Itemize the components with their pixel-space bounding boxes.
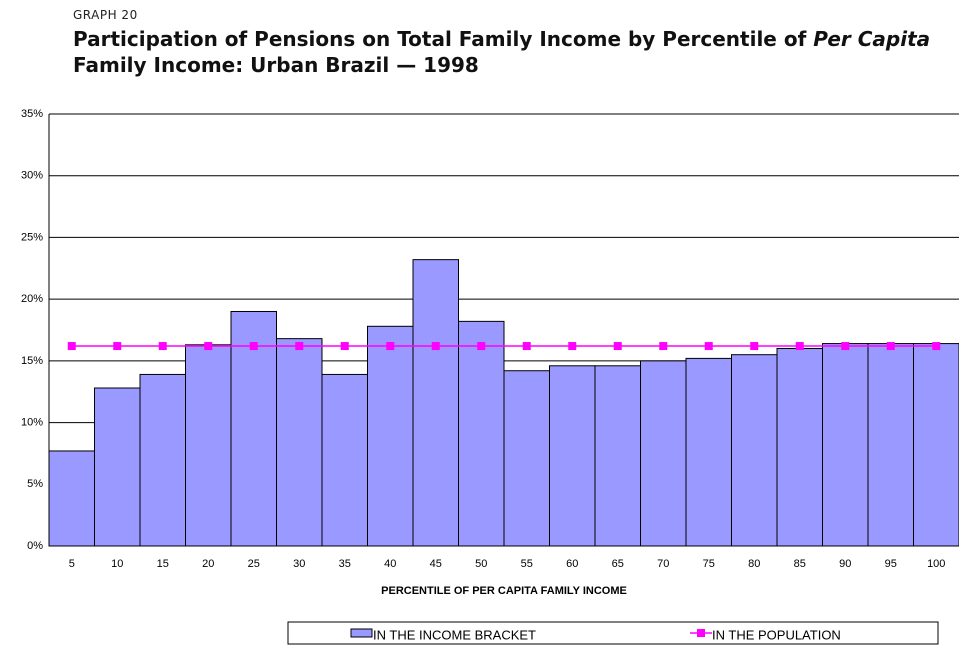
- y-tick-label: 20%: [21, 293, 43, 305]
- chart-title: Participation of Pensions on Total Famil…: [73, 26, 953, 78]
- x-tick-label: 70: [657, 558, 669, 570]
- line-marker: [568, 342, 577, 351]
- bar: [594, 365, 641, 547]
- line-marker: [659, 342, 668, 351]
- title-part: Per Capita: [813, 27, 931, 51]
- legend-swatch: [350, 628, 373, 638]
- bar: [549, 365, 596, 547]
- bar: [48, 450, 95, 547]
- x-tick-label: 10: [111, 558, 123, 570]
- bar: [867, 343, 914, 547]
- y-tick-label: 25%: [21, 231, 43, 243]
- line-marker: [522, 342, 531, 351]
- line-marker: [295, 342, 304, 351]
- x-tick-label: 5: [69, 558, 75, 570]
- x-tick-label: 35: [339, 558, 351, 570]
- x-tick-label: 25: [248, 558, 260, 570]
- bar: [503, 370, 550, 547]
- header: GRAPH 20 Participation of Pensions on To…: [73, 8, 953, 78]
- bar: [731, 354, 778, 547]
- title-part: Participation of Pensions on Total Famil…: [73, 27, 814, 51]
- bar: [185, 344, 232, 547]
- x-tick-label: 20: [202, 558, 214, 570]
- line-marker: [67, 342, 76, 351]
- x-tick-label: 100: [927, 558, 945, 570]
- x-tick-label: 65: [612, 558, 624, 570]
- x-tick-label: 15: [157, 558, 169, 570]
- line-marker: [113, 342, 122, 351]
- legend-label: IN THE POPULATION: [712, 627, 841, 642]
- x-tick-label: 55: [521, 558, 533, 570]
- x-tick-label: 30: [293, 558, 305, 570]
- bar: [412, 259, 459, 547]
- x-tick-label: 45: [430, 558, 442, 570]
- line-marker: [477, 342, 486, 351]
- y-tick-label: 15%: [21, 355, 43, 367]
- y-tick-label: 10%: [21, 416, 43, 428]
- bar: [367, 325, 414, 547]
- bar: [321, 373, 368, 547]
- bar: [94, 387, 141, 547]
- line-marker: [431, 342, 440, 351]
- legend-swatch: [697, 629, 705, 637]
- line-marker: [704, 342, 713, 351]
- line-marker: [386, 342, 395, 351]
- bar: [685, 357, 732, 547]
- x-tick-label: 90: [839, 558, 851, 570]
- x-tick-label: 60: [566, 558, 578, 570]
- x-tick-label: 80: [748, 558, 760, 570]
- line-marker: [932, 342, 941, 351]
- line-marker: [750, 342, 759, 351]
- y-tick-label: 0%: [27, 540, 43, 552]
- line-marker: [613, 342, 622, 351]
- y-tick-label: 35%: [21, 108, 43, 120]
- y-tick-label: 5%: [27, 478, 43, 490]
- bar: [913, 343, 959, 547]
- line-marker: [158, 342, 167, 351]
- line-marker: [886, 342, 895, 351]
- x-tick-label: 50: [475, 558, 487, 570]
- x-axis-label: PERCENTILE OF PER CAPITA FAMILY INCOME: [381, 585, 627, 597]
- bar: [230, 310, 277, 547]
- bar: [458, 320, 505, 547]
- line-marker: [841, 342, 850, 351]
- x-tick-label: 95: [885, 558, 897, 570]
- line-marker: [340, 342, 349, 351]
- title-part: Family Income: Urban Brazil — 1998: [73, 53, 479, 77]
- x-tick-label: 40: [384, 558, 396, 570]
- x-tick-label: 75: [703, 558, 715, 570]
- bar: [276, 338, 323, 547]
- legend-label: IN THE INCOME BRACKET: [373, 627, 536, 642]
- y-tick-label: 30%: [21, 170, 43, 182]
- line-marker: [795, 342, 804, 351]
- x-tick-label: 85: [794, 558, 806, 570]
- kicker: GRAPH 20: [73, 8, 138, 22]
- bar: [139, 373, 186, 547]
- legend-box: [287, 621, 939, 645]
- bar: [776, 348, 823, 547]
- line-marker: [249, 342, 258, 351]
- bar: [640, 360, 687, 547]
- bar: [822, 343, 869, 547]
- line-marker: [204, 342, 213, 351]
